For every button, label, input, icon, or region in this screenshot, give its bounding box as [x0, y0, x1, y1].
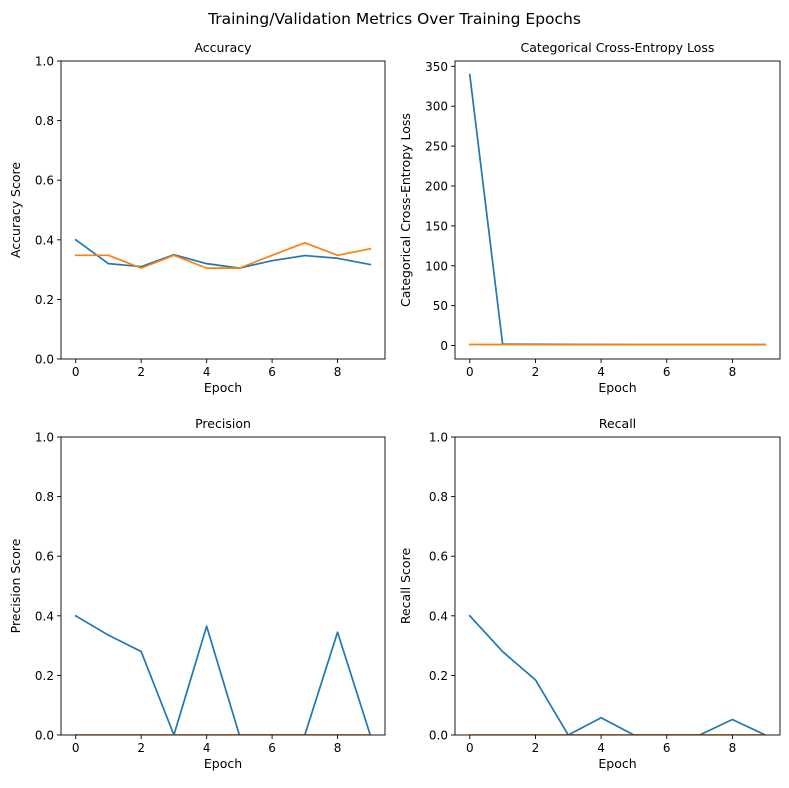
loss-ytick-label: 350: [425, 60, 448, 74]
precision-xlabel: Epoch: [204, 756, 242, 771]
loss-ylabel: Categorical Cross-Entropy Loss: [398, 113, 413, 307]
recall-ytick-label: 0.4: [429, 609, 448, 623]
accuracy-axes-frame: [60, 60, 386, 360]
precision-ytick-label: 0.6: [35, 550, 54, 564]
loss-train-line: [468, 73, 767, 346]
accuracy-validation-line: [74, 241, 372, 269]
recall-ytick-label: 0.8: [429, 490, 448, 504]
recall-xtick-label: 6: [663, 741, 671, 755]
loss-xtick-label: 6: [663, 365, 671, 379]
precision-xtick-label: 0: [72, 741, 80, 755]
precision-ytick-label: 0.0: [35, 729, 54, 743]
recall-ylabel: Recall Score: [398, 548, 413, 625]
precision-title: Precision: [195, 416, 251, 431]
precision-xtick-label: 6: [268, 741, 276, 755]
accuracy-xtick-label: 8: [334, 365, 342, 379]
loss-axes-frame: [454, 60, 781, 360]
accuracy-xtick-label: 2: [137, 365, 145, 379]
accuracy-train-line: [74, 238, 372, 269]
precision-ytick-label: 0.4: [35, 609, 54, 623]
accuracy-ytick-label: 0.4: [35, 233, 54, 247]
recall-xtick-label: 2: [532, 741, 540, 755]
recall-xtick-label: 8: [729, 741, 737, 755]
accuracy-ytick-label: 0.8: [35, 114, 54, 128]
accuracy-panel: Accuracy 0 2 4 6 8 0.0 0.2 0.4 0.6 0.8 1.0 Epoch Accu…: [8, 40, 386, 395]
accuracy-ytick-label: 0.6: [35, 174, 54, 188]
loss-title: Categorical Cross-Entropy Loss: [521, 40, 715, 55]
precision-panel: Precision 0 2 4 6 8 0.0 0.2 0.4 0.6 0.8 1.0 Epoch Pre…: [8, 416, 386, 771]
loss-ytick-label: 300: [425, 100, 448, 114]
loss-xtick-label: 8: [729, 365, 737, 379]
loss-xtick-label: 2: [532, 365, 540, 379]
recall-xlabel: Epoch: [598, 756, 636, 771]
accuracy-xlabel: Epoch: [204, 380, 242, 395]
accuracy-title: Accuracy: [194, 40, 252, 55]
loss-ytick-label: 250: [425, 140, 448, 154]
loss-ytick-label: 150: [425, 219, 448, 233]
recall-panel: Recall 0 2 4 6 8 0.0 0.2 0.4 0.6 0.8 1.0 Epoch Recall…: [398, 416, 781, 771]
accuracy-ytick-label: 0.2: [35, 293, 54, 307]
recall-xtick-label: 0: [466, 741, 474, 755]
precision-ylabel: Precision Score: [8, 538, 23, 633]
precision-xtick-label: 4: [203, 741, 211, 755]
recall-train-line: [468, 614, 767, 735]
loss-xtick-label: 4: [597, 365, 605, 379]
recall-ytick-label: 0.2: [429, 669, 448, 683]
precision-xtick-label: 8: [334, 741, 342, 755]
loss-ytick-label: 200: [425, 179, 448, 193]
loss-xtick-label: 0: [466, 365, 474, 379]
accuracy-xtick-label: 0: [72, 365, 80, 379]
accuracy-xtick-label: 4: [203, 365, 211, 379]
precision-ytick-label: 1.0: [35, 431, 54, 445]
loss-ytick-label: 0: [440, 339, 448, 353]
figure-suptitle: Training/Validation Metrics Over Trainin…: [207, 10, 581, 28]
accuracy-ylabel: Accuracy Score: [8, 162, 23, 258]
loss-panel: Categorical Cross-Entropy Loss 0 2 4 6 8 0 50 10…: [398, 40, 781, 395]
recall-ytick-label: 0.6: [429, 550, 448, 564]
precision-ytick-label: 0.2: [35, 669, 54, 683]
recall-title: Recall: [599, 416, 636, 431]
accuracy-xtick-label: 6: [268, 365, 276, 379]
recall-ytick-label: 1.0: [429, 431, 448, 445]
loss-xlabel: Epoch: [598, 380, 636, 395]
recall-ytick-label: 0.0: [429, 729, 448, 743]
precision-train-line: [74, 614, 372, 735]
precision-ytick-label: 0.8: [35, 490, 54, 504]
precision-axes-frame: [60, 436, 386, 736]
recall-axes-frame: [454, 436, 781, 736]
accuracy-ytick-label: 1.0: [35, 55, 54, 69]
precision-xtick-label: 2: [137, 741, 145, 755]
loss-ytick-label: 50: [433, 299, 448, 313]
accuracy-ytick-label: 0.0: [35, 353, 54, 367]
recall-xtick-label: 4: [597, 741, 605, 755]
loss-ytick-label: 100: [425, 259, 448, 273]
